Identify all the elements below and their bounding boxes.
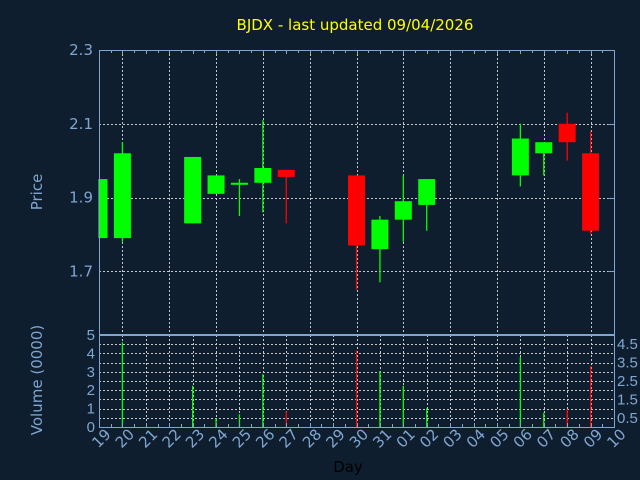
y-axis-label: Price <box>28 174 46 211</box>
candle-body <box>277 169 295 177</box>
candle-body <box>254 168 272 183</box>
volume-panel-frame <box>99 335 615 428</box>
volume-tick-label: 5 <box>87 327 95 344</box>
candle-body <box>207 175 225 194</box>
volume-tick-label: 3 <box>87 364 95 381</box>
candle-body <box>348 175 365 246</box>
candle-body <box>418 179 436 205</box>
candle-body <box>113 153 131 239</box>
volume-tick-label: 2 <box>87 382 95 399</box>
volume-tick-label: 1 <box>87 401 95 418</box>
candle-body <box>511 138 529 176</box>
axes <box>99 50 615 428</box>
candle-body <box>371 219 389 250</box>
volume-tick-label: 2.5 <box>617 373 638 390</box>
volume-axis-label: Volume (0000) <box>28 325 46 435</box>
price-tick-label: 2.1 <box>69 115 93 133</box>
volume-tick-label: 3.5 <box>617 355 638 372</box>
candle-body <box>184 156 202 224</box>
volume-tick-label: 1.5 <box>617 391 638 408</box>
x-axis-label: Day <box>333 458 363 476</box>
volume-tick-label: 0.5 <box>617 410 638 427</box>
volume-tick-label: 4.5 <box>617 336 638 353</box>
price-tick-label: 1.9 <box>69 189 93 207</box>
candle-body <box>535 142 553 154</box>
volume-tick-label: 0 <box>87 419 95 436</box>
price-tick-label: 2.3 <box>69 41 93 59</box>
candle-body <box>558 123 576 143</box>
candle-body <box>394 201 412 220</box>
chart-title: BJDX - last updated 09/04/2026 <box>237 16 474 34</box>
candle-body <box>582 153 600 231</box>
price-tick-label: 1.7 <box>69 262 93 280</box>
candles <box>98 112 600 427</box>
candle-body <box>99 179 108 239</box>
volume-tick-label: 4 <box>87 345 95 362</box>
candle-body <box>230 182 248 185</box>
